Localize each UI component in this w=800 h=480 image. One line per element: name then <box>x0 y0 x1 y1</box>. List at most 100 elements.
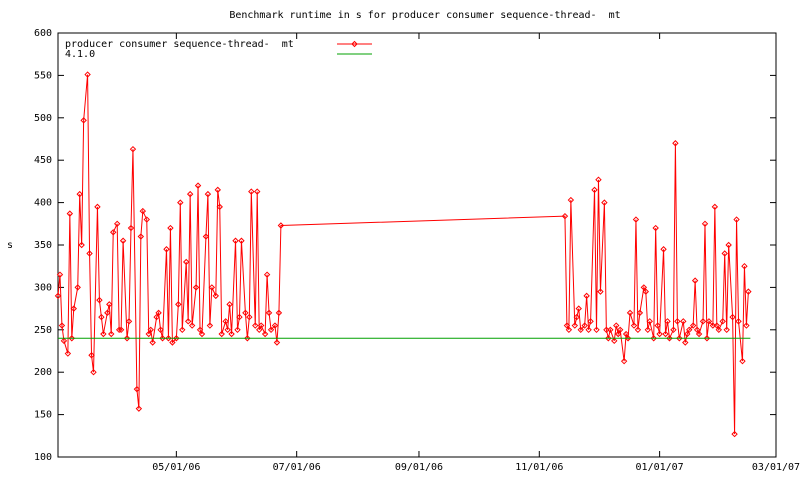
data-point <box>591 186 598 194</box>
legend-marker <box>351 40 358 48</box>
data-point <box>145 330 152 338</box>
data-point <box>90 368 97 376</box>
data-point <box>614 330 622 338</box>
data-point <box>571 322 579 329</box>
data-point <box>644 326 651 334</box>
data-point <box>117 326 125 334</box>
data-point <box>234 326 241 334</box>
data-point <box>135 405 143 412</box>
data-point <box>581 322 588 329</box>
data-point <box>585 326 592 334</box>
data-point <box>711 203 719 211</box>
data-point <box>745 288 752 295</box>
data-point <box>98 313 105 321</box>
y-tick-label: 450 <box>34 155 52 166</box>
data-point <box>607 326 614 334</box>
data-point <box>265 309 273 317</box>
data-point <box>583 292 590 300</box>
data-point <box>709 322 717 329</box>
data-point <box>208 284 216 291</box>
data-point <box>684 330 691 338</box>
data-point <box>611 337 618 345</box>
data-point <box>680 318 687 325</box>
data-point <box>157 326 164 334</box>
series-line <box>57 74 749 435</box>
data-point <box>652 224 659 232</box>
data-point <box>729 313 736 321</box>
data-point <box>626 309 634 317</box>
data-point <box>133 385 141 393</box>
data-point <box>263 271 271 278</box>
data-point <box>232 237 239 244</box>
data-point <box>127 224 135 232</box>
data-point <box>106 301 113 308</box>
data-point <box>139 207 147 215</box>
data-point <box>674 318 681 325</box>
data-point <box>149 339 156 346</box>
data-point <box>613 322 620 329</box>
data-point <box>119 237 127 244</box>
data-point <box>686 326 693 334</box>
data-point <box>691 277 699 284</box>
data-point <box>682 339 689 346</box>
data-point <box>593 326 600 334</box>
data-point <box>719 318 726 325</box>
data-point <box>654 322 661 329</box>
data-point <box>267 326 275 334</box>
data-point <box>252 322 259 329</box>
data-point <box>642 288 650 295</box>
data-point <box>218 330 225 338</box>
data-point <box>725 241 732 249</box>
data-point <box>104 309 111 317</box>
data-point <box>153 313 160 321</box>
data-point <box>167 224 174 232</box>
data-point <box>713 322 721 329</box>
data-point <box>108 330 115 338</box>
data-point <box>54 292 62 300</box>
data-point <box>620 357 628 365</box>
y-tick-label: 300 <box>34 282 52 293</box>
data-point <box>198 330 206 338</box>
legend-label: producer consumer sequence-thread- mt <box>65 39 294 50</box>
data-point <box>597 288 604 295</box>
data-point <box>715 326 723 334</box>
data-point <box>196 326 204 334</box>
data-point <box>664 318 671 325</box>
data-point <box>723 326 730 334</box>
data-point <box>721 250 728 257</box>
y-tick-label: 500 <box>34 113 52 124</box>
data-point <box>125 318 133 325</box>
data-point <box>216 203 223 211</box>
y-tick-label: 150 <box>34 410 52 421</box>
data-point <box>731 430 738 438</box>
y-tick-label: 400 <box>34 198 52 209</box>
data-point <box>206 322 214 329</box>
data-point <box>246 313 253 321</box>
x-tick-label: 09/01/06 <box>395 462 443 473</box>
x-tick-label: 07/01/06 <box>273 462 321 473</box>
data-point <box>110 229 117 236</box>
x-tick-label: 11/01/06 <box>515 462 563 473</box>
x-tick-label: 01/01/07 <box>636 462 684 473</box>
data-point <box>271 322 279 329</box>
data-point <box>733 216 740 223</box>
data-point <box>56 271 64 278</box>
y-tick-label: 100 <box>34 452 52 463</box>
data-point <box>94 203 101 211</box>
data-point <box>255 326 263 334</box>
data-point <box>632 216 640 223</box>
data-point <box>86 250 93 257</box>
data-point <box>662 330 669 338</box>
y-axis-label: s <box>7 240 13 251</box>
data-point <box>573 313 580 321</box>
data-point <box>670 326 677 334</box>
data-point <box>741 262 748 270</box>
data-point <box>84 71 91 78</box>
data-point <box>96 296 103 304</box>
data-point <box>80 117 87 124</box>
y-tick-label: 600 <box>34 28 52 39</box>
data-point <box>214 186 221 194</box>
data-point <box>143 216 150 223</box>
